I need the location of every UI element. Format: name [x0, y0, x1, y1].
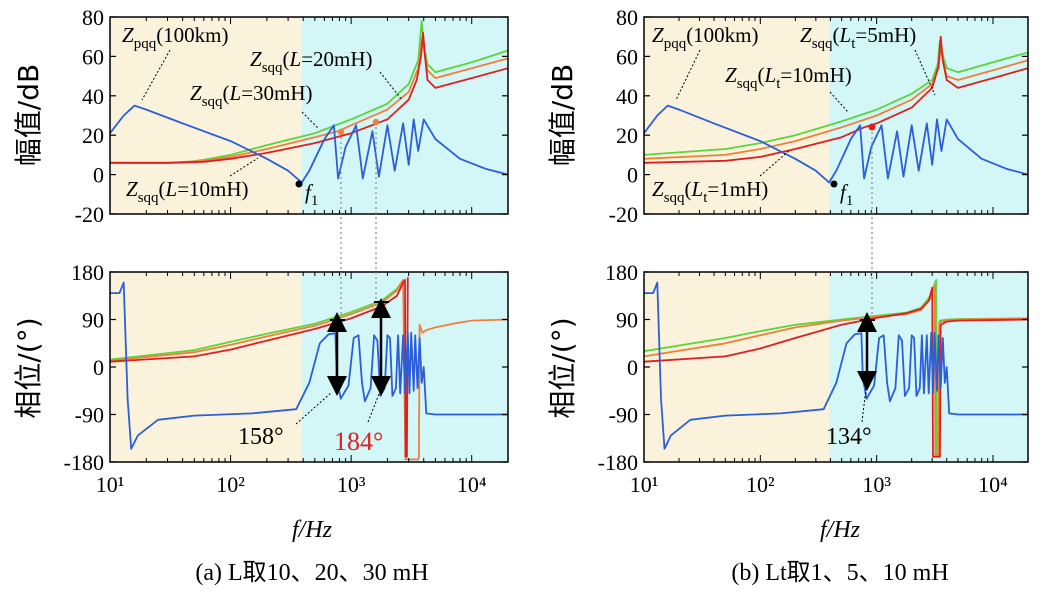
y-tick-label: 0 — [93, 355, 104, 380]
ylabel-magnitude-b: 幅值/dB — [546, 64, 579, 166]
panel-a-phase — [110, 272, 508, 462]
label-f1-a: f1 — [305, 180, 318, 209]
panel-a-magnitude — [110, 17, 508, 214]
y-tick-label: 180 — [605, 260, 638, 285]
label-zsqq-lt5: Zsqq(Lt=5mH) — [800, 23, 916, 52]
series-line-blue — [110, 104, 508, 184]
series-line-blue — [644, 104, 1028, 184]
y-tick-label: 0 — [627, 355, 638, 380]
caption-a: (a) L取10、20、30 mH — [195, 560, 428, 586]
label-zsqq-l10: Zsqq(L=10mH) — [126, 177, 249, 206]
high-frequency-region — [829, 17, 1028, 214]
y-tick-label: 60 — [616, 44, 638, 69]
f1-marker-a — [295, 180, 303, 188]
ylabel-phase-b: 相位/(°) — [546, 317, 579, 418]
series-line-green — [644, 39, 1028, 156]
series-line-red — [110, 31, 508, 164]
label-zsqq-lt1: Zsqq(Lt=1mH) — [652, 177, 768, 206]
y-tick-label: -180 — [64, 450, 104, 475]
panel-b-annotations: Zpqq(100km) Zsqq(Lt=5mH) Zsqq(Lt=10mH) Z… — [652, 23, 936, 209]
y-tick-label: 180 — [71, 260, 104, 285]
y-tick-label: 20 — [616, 123, 638, 148]
crossover-marker-b — [868, 123, 876, 131]
x-tick-label: 10⁴ — [978, 472, 1008, 497]
panel-a-annotations: Zpqq(100km) Zsqq(L=20mH) Zsqq(L=30mH) Zs… — [122, 23, 403, 209]
label-zsqq-l30: Zsqq(L=30mH) — [190, 81, 313, 110]
x-tick-label: 10³ — [337, 472, 366, 497]
margin-label-184: 184° — [334, 427, 383, 456]
f1-marker-b — [830, 180, 838, 188]
x-tick-label: 10² — [746, 472, 775, 497]
y-tick-label: 0 — [93, 163, 104, 188]
y-tick-label: -20 — [609, 202, 638, 227]
phase-margin-arrows — [327, 298, 877, 396]
x-tick-label: 10⁴ — [457, 472, 487, 497]
x-tick-label: 10¹ — [630, 472, 659, 497]
low-frequency-region — [644, 17, 830, 214]
y-tick-label: 80 — [82, 5, 104, 30]
series-line-green — [110, 19, 508, 164]
y-tick-label: 40 — [616, 84, 638, 109]
axes-frame — [109, 16, 509, 215]
panel-b-magnitude — [644, 17, 1028, 214]
crossover-marker-a2 — [372, 118, 380, 126]
y-tick-label: -180 — [598, 450, 638, 475]
low-frequency-region — [110, 17, 302, 214]
y-tick-label: 90 — [616, 308, 638, 333]
series-line-orange — [110, 278, 508, 461]
label-zsqq-lt10: Zsqq(Lt=10mH) — [725, 63, 852, 92]
dotted-connectors — [340, 122, 873, 318]
y-tick-label: -20 — [75, 202, 104, 227]
series-line-orange — [110, 35, 508, 164]
x-tick-label: 10³ — [862, 472, 891, 497]
axes-frame — [643, 16, 1029, 215]
caption-b: (b) Lt取1、5、10 mH — [731, 560, 948, 586]
label-zpqq-a: Zpqq(100km) — [122, 23, 229, 52]
ylabel-magnitude-a: 幅值/dB — [12, 64, 45, 166]
label-zpqq-b: Zpqq(100km) — [652, 23, 759, 52]
series-line-green — [110, 279, 404, 361]
label-zsqq-l20: Zsqq(L=20mH) — [250, 47, 373, 76]
margin-label-134: 134° — [826, 424, 872, 450]
x-tick-label: 10² — [216, 472, 245, 497]
ylabel-phase-a: 相位/(°) — [12, 317, 45, 418]
y-tick-label: -90 — [609, 403, 638, 428]
series-line-green — [644, 278, 1028, 458]
series-line-red — [644, 35, 1028, 164]
margin-label-158: 158° — [238, 424, 284, 450]
low-frequency-region — [644, 272, 830, 462]
y-tick-label: 20 — [82, 123, 104, 148]
series-line-red — [644, 286, 1028, 458]
y-tick-label: -90 — [75, 403, 104, 428]
xlabel-a: f/Hz — [292, 517, 333, 543]
y-tick-label: 0 — [627, 163, 638, 188]
xlabel-b: f/Hz — [820, 517, 861, 543]
label-f1-b: f1 — [840, 180, 853, 209]
crossover-marker-a1 — [337, 128, 345, 136]
series-line-blue — [644, 281, 1028, 450]
high-frequency-region — [301, 17, 508, 214]
low-frequency-region — [110, 272, 302, 462]
x-tick-label: 10¹ — [96, 472, 125, 497]
y-tick-label: 60 — [82, 44, 104, 69]
y-tick-label: 40 — [82, 84, 104, 109]
y-tick-label: 90 — [82, 308, 104, 333]
y-tick-label: 80 — [616, 5, 638, 30]
